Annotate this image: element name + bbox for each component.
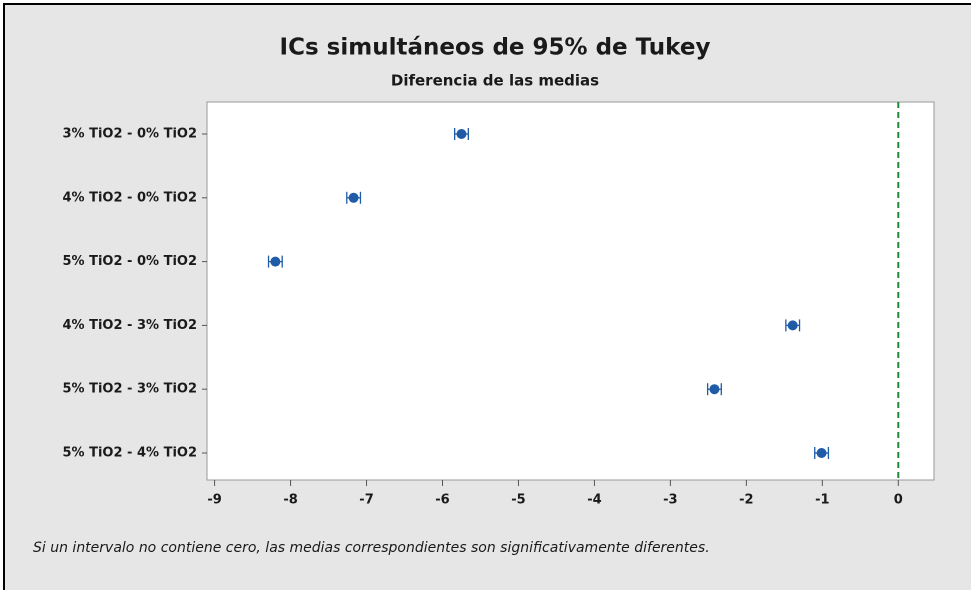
x-tick-label: -2 — [739, 493, 753, 508]
y-tick-label: 5% TiO2 - 0% TiO2 — [63, 254, 197, 269]
chart-subtitle: Diferencia de las medias — [391, 72, 599, 90]
x-tick-label: -5 — [511, 493, 525, 508]
x-tick-label: -4 — [587, 493, 601, 508]
footnote: Si un intervalo no contiene cero, las me… — [33, 540, 710, 556]
chart-title: ICs simultáneos de 95% de Tukey — [280, 35, 711, 61]
y-tick-label: 4% TiO2 - 0% TiO2 — [63, 190, 197, 205]
x-tick-label: -7 — [359, 493, 373, 508]
point — [816, 448, 827, 458]
point — [456, 129, 467, 139]
x-tick-label: -9 — [207, 493, 221, 508]
x-tick-label: -3 — [663, 493, 677, 508]
y-tick-label: 5% TiO2 - 4% TiO2 — [63, 446, 197, 461]
point — [787, 320, 798, 331]
x-tick-label: -8 — [283, 493, 297, 508]
point — [270, 256, 281, 267]
y-tick-label: 4% TiO2 - 3% TiO2 — [63, 318, 197, 333]
y-tick-label: 5% TiO2 - 3% TiO2 — [63, 382, 197, 397]
point — [709, 384, 720, 395]
plot-area — [206, 101, 935, 481]
x-tick-label: -1 — [815, 493, 829, 508]
y-tick-label: 3% TiO2 - 0% TiO2 — [63, 127, 197, 142]
point — [348, 192, 359, 203]
x-tick-label: 0 — [894, 493, 903, 508]
x-tick-label: -6 — [435, 493, 449, 508]
